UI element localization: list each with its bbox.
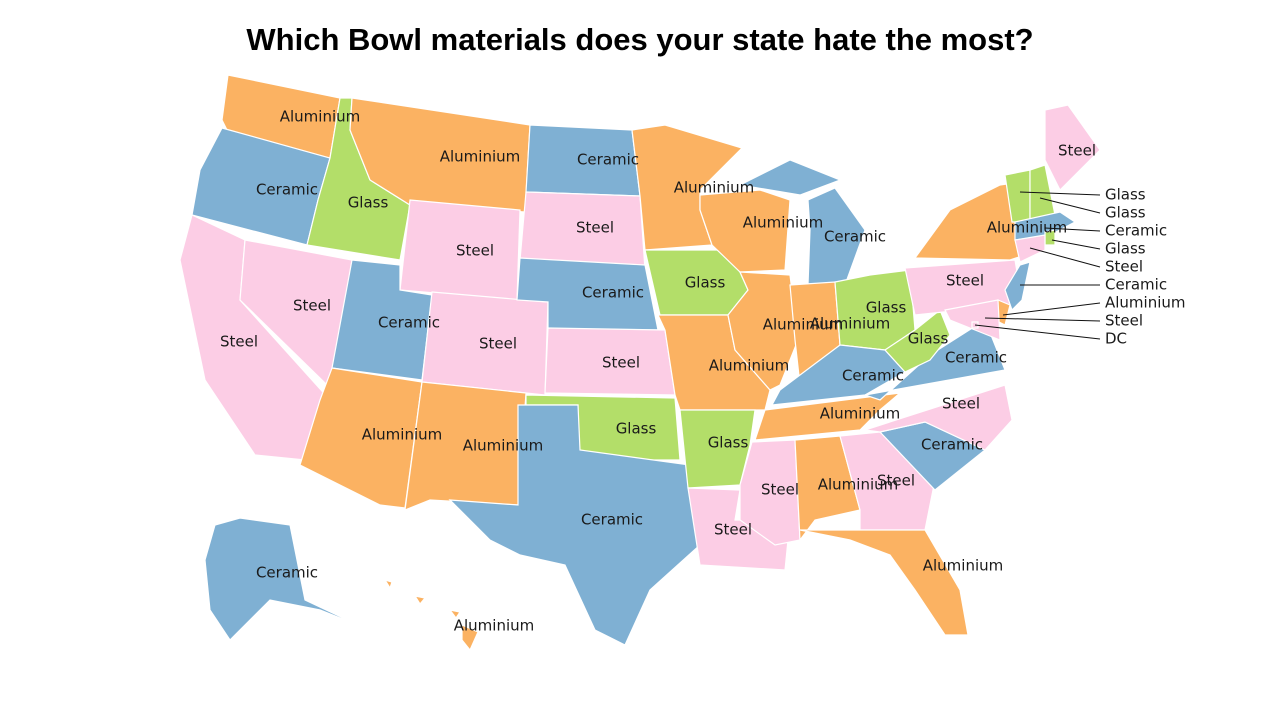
state-label: Steel bbox=[942, 395, 980, 413]
callout-line bbox=[1002, 302, 1101, 316]
state-label: Aluminium bbox=[709, 357, 790, 375]
state-label: Glass bbox=[908, 330, 949, 348]
state-label: Aluminium bbox=[674, 179, 755, 197]
state-label: Aluminium bbox=[463, 437, 544, 455]
state-label: Steel bbox=[220, 333, 258, 351]
state-label: Steel bbox=[293, 297, 331, 315]
state bbox=[461, 624, 479, 652]
state-label: Ceramic bbox=[582, 284, 644, 302]
state bbox=[413, 595, 427, 606]
state-label: Steel bbox=[576, 219, 614, 237]
state-label: Steel bbox=[1105, 258, 1143, 276]
state-label: Glass bbox=[1105, 240, 1146, 258]
state-label: Ceramic bbox=[378, 314, 440, 332]
state-label: Steel bbox=[877, 472, 915, 490]
state-label: Aluminium bbox=[362, 426, 443, 444]
state-label: Ceramic bbox=[945, 349, 1007, 367]
state-label: Aluminium bbox=[280, 108, 361, 126]
state bbox=[944, 299, 1001, 341]
state bbox=[204, 517, 359, 641]
state-label: Aluminium bbox=[763, 316, 844, 334]
callout-line bbox=[1029, 247, 1101, 268]
state-label: Aluminium bbox=[440, 148, 521, 166]
state-label: Aluminium bbox=[820, 405, 901, 423]
callout-line bbox=[974, 324, 1101, 340]
state bbox=[799, 529, 969, 636]
callout-line bbox=[1039, 197, 1101, 214]
state-label: Aluminium bbox=[743, 214, 824, 232]
state-label: Steel bbox=[602, 354, 640, 372]
state bbox=[1004, 261, 1031, 312]
callout-line bbox=[1044, 227, 1101, 232]
state-label: Ceramic bbox=[1105, 276, 1167, 294]
state-label: Glass bbox=[866, 299, 907, 317]
state bbox=[864, 384, 1013, 451]
state-label: Aluminium bbox=[810, 315, 891, 333]
state-label: Steel bbox=[1105, 312, 1143, 330]
state-label: Glass bbox=[1105, 204, 1146, 222]
state-label: Glass bbox=[708, 434, 749, 452]
state bbox=[699, 189, 791, 273]
callout-line bbox=[1051, 239, 1101, 250]
map-title: Which Bowl materials does your state hat… bbox=[246, 22, 1033, 57]
state-label: Ceramic bbox=[824, 228, 886, 246]
state-label: Ceramic bbox=[577, 151, 639, 169]
callout-line bbox=[984, 317, 1101, 322]
callout-line bbox=[1019, 191, 1101, 196]
state-label: Ceramic bbox=[921, 436, 983, 454]
state-label: Glass bbox=[348, 194, 389, 212]
state-label: Steel bbox=[946, 272, 984, 290]
state-label: Steel bbox=[714, 521, 752, 539]
state-label: Steel bbox=[479, 335, 517, 353]
state-label: Glass bbox=[685, 274, 726, 292]
state bbox=[884, 309, 951, 373]
state bbox=[383, 578, 393, 590]
state-label: Aluminium bbox=[987, 219, 1068, 237]
state-label: Ceramic bbox=[256, 564, 318, 582]
state-label: Ceramic bbox=[256, 181, 318, 199]
state bbox=[738, 159, 842, 196]
state-label: Glass bbox=[616, 420, 657, 438]
state-label: Aluminium bbox=[923, 557, 1004, 575]
state bbox=[448, 609, 461, 620]
state-label: Aluminium bbox=[818, 476, 899, 494]
state-label: Steel bbox=[456, 242, 494, 260]
state-label: Aluminium bbox=[1105, 294, 1186, 312]
state bbox=[1044, 104, 1101, 192]
state-label: Steel bbox=[1058, 142, 1096, 160]
state-label: Aluminium bbox=[454, 617, 535, 635]
state-label: Ceramic bbox=[581, 511, 643, 529]
state-label: DC bbox=[1105, 330, 1127, 348]
state-label: Glass bbox=[1105, 186, 1146, 204]
state bbox=[794, 435, 861, 542]
state-label: Ceramic bbox=[1105, 222, 1167, 240]
state bbox=[448, 404, 701, 646]
state-label: Steel bbox=[761, 481, 799, 499]
state-label: Ceramic bbox=[842, 367, 904, 385]
